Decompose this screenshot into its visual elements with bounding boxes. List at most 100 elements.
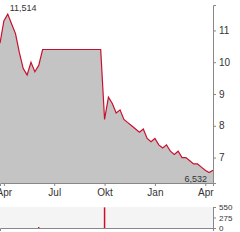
volume-bar xyxy=(119,228,121,229)
y-tick-label: 8 xyxy=(219,120,225,131)
volume-bar xyxy=(3,228,5,229)
volume-bar xyxy=(131,228,133,229)
volume-bar xyxy=(143,228,145,229)
y-tick-label: 550 xyxy=(219,203,233,212)
annotation: 11,514 xyxy=(10,3,37,13)
volume-bar xyxy=(205,228,207,229)
volume-bar xyxy=(177,228,179,229)
x-tick-label: Apr xyxy=(0,187,13,198)
y-axis-line xyxy=(214,6,217,184)
x-axis xyxy=(1,229,214,232)
x-tick: Okt xyxy=(97,183,113,198)
volume-bar xyxy=(11,228,13,229)
volume-bar xyxy=(53,228,55,229)
volume-bar xyxy=(81,228,83,229)
volume-bar xyxy=(154,228,156,229)
annotation: 6,532 xyxy=(185,174,208,184)
volume-bar xyxy=(170,228,172,229)
x-tick-label: Okt xyxy=(97,187,113,198)
volume-bar xyxy=(212,228,213,229)
y-tick-mark xyxy=(213,158,216,159)
x-tick-mark xyxy=(105,183,106,186)
volume-bar xyxy=(174,228,176,229)
y-tick: 10 xyxy=(213,57,231,68)
y-tick-label: 0 xyxy=(219,224,224,232)
y-tick: 550 xyxy=(213,203,233,212)
volume-bar xyxy=(77,228,79,229)
volume-bar xyxy=(38,227,40,228)
volume-bar xyxy=(162,228,164,229)
volume-bar xyxy=(135,228,137,229)
volume-bar xyxy=(42,228,44,229)
volume-bar xyxy=(127,228,129,229)
y-tick: 0 xyxy=(213,224,224,232)
volume-bar xyxy=(50,228,52,229)
volume-bar xyxy=(108,228,110,229)
volume-bar xyxy=(65,228,67,229)
y-tick-mark xyxy=(213,30,216,31)
plot-area xyxy=(38,207,105,228)
volume-bar xyxy=(150,228,152,229)
volume-bar xyxy=(100,228,102,229)
volume-bar xyxy=(73,228,75,229)
x-tick: Apr xyxy=(198,183,214,198)
volume-bar xyxy=(30,228,32,229)
y-tick: 11 xyxy=(213,25,230,36)
y-axis-line xyxy=(214,208,217,229)
volume-bar xyxy=(69,228,71,229)
y-tick-label: 10 xyxy=(219,57,231,68)
volume-bar xyxy=(92,228,94,229)
x-tick: Jul xyxy=(48,183,61,198)
x-tick-label: Jul xyxy=(48,187,61,198)
price-area xyxy=(0,14,213,183)
x-tick: Jan xyxy=(147,183,163,198)
y-tick: 7 xyxy=(213,152,225,163)
volume-bar xyxy=(115,228,117,229)
volume-bar xyxy=(57,228,59,229)
volume-bar xyxy=(189,228,191,229)
volume-bar xyxy=(197,228,199,229)
volume-bar xyxy=(146,228,148,229)
volume-bar xyxy=(139,228,141,229)
x-axis: Apr Jul Okt Jan Apr xyxy=(0,183,214,198)
y-tick: 275 xyxy=(213,214,233,223)
price-line xyxy=(0,14,213,172)
x-tick-mark xyxy=(54,183,55,186)
y-tick: 9 xyxy=(213,89,225,100)
volume-bar xyxy=(158,228,160,229)
x-tick-label: Apr xyxy=(198,187,214,198)
y-tick-mark xyxy=(213,218,216,219)
volume-bar xyxy=(88,228,90,229)
volume-bar xyxy=(123,228,125,229)
volume-bar xyxy=(46,228,48,229)
x-tick: Apr xyxy=(0,183,13,198)
volume-bar xyxy=(0,228,1,229)
y-tick-label: 7 xyxy=(219,152,225,163)
y-tick: 8 xyxy=(213,120,225,131)
y-tick-mark xyxy=(213,207,216,208)
y-tick-mark xyxy=(213,62,216,63)
y-tick-mark xyxy=(213,94,216,95)
volume-bar xyxy=(201,228,203,229)
chart: 7 8 9 10 11 Apr Jul Okt Jan Apr 11,514 6,532 0275 550 xyxy=(0,0,240,232)
volume-bar xyxy=(22,228,24,229)
volume-bar xyxy=(185,228,187,229)
volume-bar xyxy=(19,228,21,229)
y-tick-label: 11 xyxy=(219,25,230,36)
volume-bar xyxy=(96,228,98,229)
volume-bar xyxy=(193,228,195,229)
volume-bar xyxy=(7,228,9,229)
y-tick-mark xyxy=(213,126,216,127)
volume-bar xyxy=(166,228,168,229)
x-tick-mark xyxy=(155,183,156,186)
x-tick-mark xyxy=(4,183,5,186)
y-axis: 0275 550 xyxy=(213,203,233,232)
volume-bar xyxy=(181,228,183,229)
volume-bar xyxy=(15,228,17,229)
volume-bar xyxy=(26,228,28,229)
plot-area xyxy=(0,14,213,183)
volume-bar xyxy=(34,228,36,229)
y-tick-label: 9 xyxy=(219,89,225,100)
y-tick-label: 275 xyxy=(219,214,233,223)
x-axis-line xyxy=(1,229,214,232)
